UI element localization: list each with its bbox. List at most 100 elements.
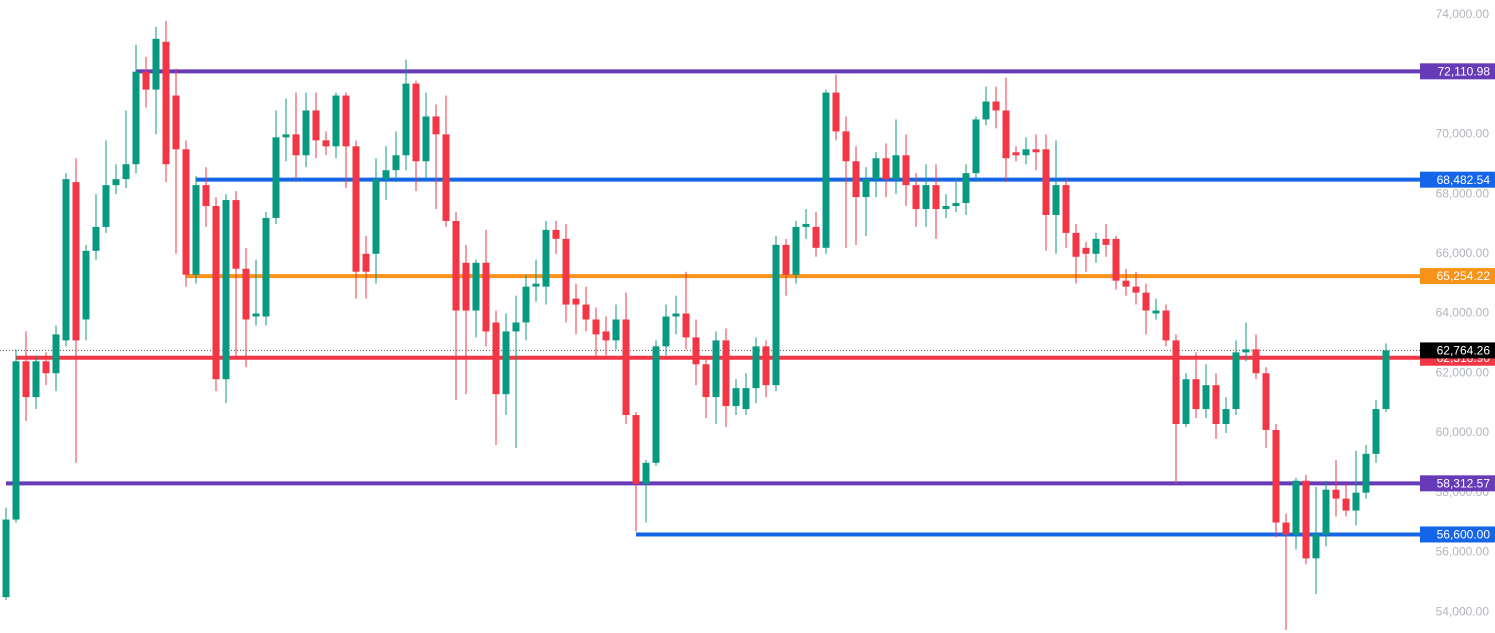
candle-body bbox=[1372, 409, 1380, 454]
candle-body bbox=[1002, 110, 1010, 159]
candle-body bbox=[1262, 373, 1270, 430]
candle-body bbox=[412, 83, 420, 162]
candle-body bbox=[542, 229, 550, 287]
candle-body bbox=[282, 134, 290, 138]
candle-body bbox=[922, 185, 930, 210]
candle-body bbox=[752, 346, 760, 389]
candle-body bbox=[72, 182, 80, 341]
candle-body bbox=[1292, 480, 1300, 535]
candle-body bbox=[342, 95, 350, 147]
candle-body bbox=[582, 304, 590, 320]
candle-body bbox=[832, 92, 840, 132]
candle-body bbox=[822, 92, 830, 248]
candle-body bbox=[1322, 489, 1330, 535]
candle-body bbox=[1082, 247, 1090, 254]
candle-body bbox=[52, 334, 60, 374]
candle-body bbox=[472, 262, 480, 311]
candle-body bbox=[1362, 453, 1370, 493]
candle-body bbox=[972, 119, 980, 174]
candle-body bbox=[1192, 379, 1200, 410]
candle-body bbox=[82, 250, 90, 320]
candle-body bbox=[532, 283, 540, 287]
candle-body bbox=[672, 313, 680, 317]
candle-body bbox=[1152, 310, 1160, 314]
candle-body bbox=[512, 322, 520, 332]
candle-body bbox=[782, 244, 790, 275]
candle-body bbox=[522, 286, 530, 323]
candle-body bbox=[1202, 385, 1210, 410]
y-tick-label: 68,000.00 bbox=[1436, 186, 1490, 200]
candle-body bbox=[1352, 492, 1360, 511]
level-label: 58,312.57 bbox=[1437, 477, 1491, 491]
candle-body bbox=[1342, 498, 1350, 511]
candle-body bbox=[842, 131, 850, 162]
candle-body bbox=[1032, 149, 1040, 153]
candle-body bbox=[622, 319, 630, 416]
candle-body bbox=[1012, 152, 1020, 156]
candle-body bbox=[792, 226, 800, 275]
y-tick-label: 74,000.00 bbox=[1436, 7, 1490, 21]
y-tick-label: 66,000.00 bbox=[1436, 246, 1490, 260]
level-label-box bbox=[1420, 475, 1495, 492]
candle-body bbox=[982, 101, 990, 120]
candle-body bbox=[382, 170, 390, 180]
candle-body bbox=[572, 298, 580, 305]
candle-body bbox=[732, 388, 740, 407]
candle-body bbox=[492, 322, 500, 395]
candle-body bbox=[712, 340, 720, 398]
candle-body bbox=[912, 185, 920, 210]
candle-body bbox=[862, 179, 870, 198]
candle-body bbox=[1072, 232, 1080, 257]
candle-body bbox=[802, 223, 810, 227]
candle-body bbox=[642, 462, 650, 484]
candle-body bbox=[432, 116, 440, 135]
candle-body bbox=[1062, 185, 1070, 233]
candle-body bbox=[332, 95, 340, 147]
candle-body bbox=[952, 203, 960, 207]
level-label-box bbox=[1420, 268, 1495, 285]
candle-body bbox=[322, 140, 330, 147]
candle-body bbox=[692, 337, 700, 365]
candle-body bbox=[462, 262, 470, 311]
candle-body bbox=[612, 319, 620, 341]
candle-body bbox=[1302, 480, 1310, 559]
candle-body bbox=[772, 244, 780, 386]
candle-body bbox=[742, 388, 750, 410]
candle-body bbox=[1212, 385, 1220, 424]
candle-body bbox=[122, 164, 130, 180]
candle-body bbox=[1102, 238, 1110, 245]
level-label: 56,600.00 bbox=[1437, 528, 1491, 542]
level-label-box bbox=[1420, 63, 1495, 80]
last-price-label: 62,764.26 bbox=[1437, 344, 1491, 358]
candle-body bbox=[1222, 409, 1230, 424]
candle-body bbox=[172, 95, 180, 150]
last-price-box bbox=[1420, 342, 1495, 359]
candle-body bbox=[352, 146, 360, 272]
candle-body bbox=[1312, 534, 1320, 559]
candle-body bbox=[62, 179, 70, 341]
candle-body bbox=[252, 313, 260, 317]
candle-body bbox=[762, 346, 770, 386]
candle-body bbox=[812, 226, 820, 248]
candle-body bbox=[1272, 429, 1280, 523]
candle-body bbox=[882, 158, 890, 180]
candle-body bbox=[702, 364, 710, 398]
candle-body bbox=[182, 149, 190, 275]
candle-body bbox=[232, 200, 240, 269]
candle-body bbox=[32, 361, 40, 398]
candle-body bbox=[1232, 352, 1240, 410]
candle-body bbox=[852, 161, 860, 198]
candle-body bbox=[212, 206, 220, 380]
candle-body bbox=[932, 185, 940, 210]
level-label-box bbox=[1420, 171, 1495, 188]
candle-body bbox=[112, 179, 120, 186]
candle-body bbox=[1042, 149, 1050, 215]
candle-body bbox=[402, 83, 410, 156]
candle-body bbox=[222, 200, 230, 380]
candle-body bbox=[152, 38, 160, 90]
candle-body bbox=[1022, 149, 1030, 156]
candle-body bbox=[502, 331, 510, 395]
candle-body bbox=[42, 361, 50, 374]
candle-body bbox=[1382, 350, 1390, 410]
candle-body bbox=[592, 319, 600, 335]
